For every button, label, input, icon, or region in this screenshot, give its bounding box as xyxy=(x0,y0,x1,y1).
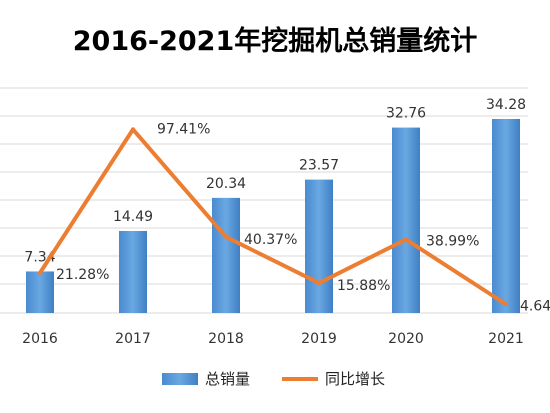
bar-2021 xyxy=(492,118,520,314)
line-point-2016 xyxy=(38,270,42,275)
bar-2020 xyxy=(392,127,420,313)
x-tick-2021: 2021 xyxy=(488,331,524,347)
line-value-label-2020: 38.99% xyxy=(426,234,479,250)
bar-series xyxy=(26,118,520,314)
bar-2018 xyxy=(212,197,240,313)
bar-value-label-2017: 14.49 xyxy=(113,209,153,225)
line-point-2017 xyxy=(131,127,135,132)
line-value-label-2019: 15.88% xyxy=(337,278,390,294)
line-value-label-2017: 97.41% xyxy=(157,121,210,137)
line-point-2018 xyxy=(224,234,228,239)
line-path xyxy=(38,127,508,306)
x-tick-2016: 2016 xyxy=(22,331,58,347)
x-tick-2019: 2019 xyxy=(301,331,337,347)
line-value-label-2021: 4.64 xyxy=(520,298,550,314)
bar-value-label-2020: 32.76 xyxy=(386,106,426,122)
line-point-2020 xyxy=(404,237,408,242)
legend-line-label: 同比增长 xyxy=(325,370,385,388)
bar-2016 xyxy=(26,271,54,313)
line-value-label-2016: 21.28% xyxy=(56,267,109,283)
x-axis-tick-labels: 2016 2017 2018 2019 2020 2021 xyxy=(22,331,524,347)
bar-2019 xyxy=(305,179,333,313)
line-series xyxy=(38,127,508,307)
bar-2017 xyxy=(119,230,147,313)
bar-value-label-2018: 20.34 xyxy=(206,176,246,192)
x-tick-2018: 2018 xyxy=(208,331,244,347)
line-point-2019 xyxy=(317,281,321,286)
legend: 总销量 同比增长 xyxy=(162,370,385,388)
x-tick-2017: 2017 xyxy=(115,331,151,347)
line-value-labels: 21.28% 97.41% 40.37% 15.88% 38.99% 4.64 xyxy=(56,121,550,314)
x-tick-2020: 2020 xyxy=(388,331,424,347)
line-value-label-2018: 40.37% xyxy=(244,232,297,248)
chart-title: 2016-2021年挖掘机总销量统计 xyxy=(73,25,478,57)
bar-value-label-2019: 23.57 xyxy=(299,158,339,174)
legend-bar-swatch xyxy=(162,373,198,385)
legend-bar-label: 总销量 xyxy=(205,370,250,388)
line-point-2021 xyxy=(504,302,508,307)
bar-value-label-2021: 34.28 xyxy=(486,97,526,113)
